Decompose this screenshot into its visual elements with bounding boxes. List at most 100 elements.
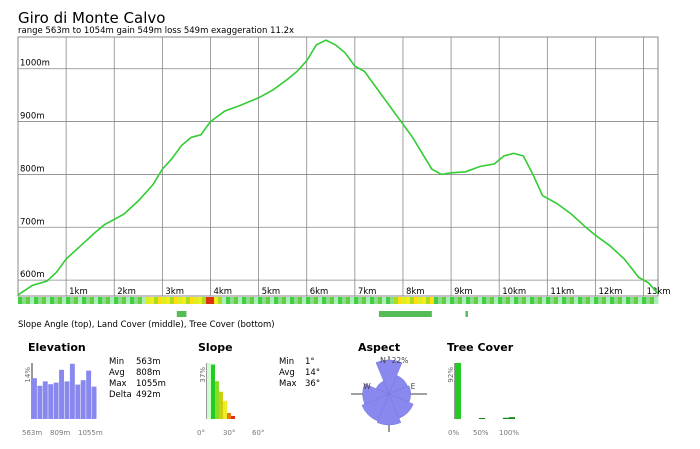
slope-avg-value: 14° <box>305 368 321 378</box>
slope-strip-cell <box>390 297 395 304</box>
summary-histograms: 14% 563m 809m 1055m 37% 0° 30° 60° N 22% W E 92% 0… <box>22 356 519 437</box>
slope-strip-cell <box>34 297 39 304</box>
slope-strip-cell <box>26 297 31 304</box>
slope-strip-cell <box>602 297 607 304</box>
x-tick-label: 13km <box>647 287 671 297</box>
slope-strip-cell <box>458 297 463 304</box>
slope-strip-cell <box>378 297 383 304</box>
slope-strip-cell <box>438 297 443 304</box>
slope-strip-cell <box>126 297 131 304</box>
slope-strip-cell <box>410 297 415 304</box>
aspect-w-label: W <box>363 382 371 391</box>
elev-min-label: Min <box>109 357 125 367</box>
slope-strip-cell <box>614 297 619 304</box>
slope-strip-cell <box>342 297 347 304</box>
slope-strip-cell <box>226 297 231 304</box>
slope-strip-cell <box>98 297 103 304</box>
aspect-sector <box>376 393 402 426</box>
slope-strip-cell <box>358 297 363 304</box>
slope-strip-cell <box>206 297 211 304</box>
slope-hist-bar <box>219 391 223 419</box>
slope-strip-cell <box>302 297 307 304</box>
elev-min-value: 563m <box>136 357 161 367</box>
strip-legend: Slope Angle (top), Land Cover (middle), … <box>18 320 275 330</box>
slope-strip-cell <box>654 297 659 304</box>
x-tick-label: 11km <box>550 287 574 297</box>
plot-frame <box>17 36 659 297</box>
aspect-e-label: E <box>411 382 416 391</box>
slope-strip-cell <box>58 297 63 304</box>
slope-strip-cell <box>322 297 327 304</box>
slope-strip-cell <box>462 297 467 304</box>
slope-strip-cell <box>50 297 55 304</box>
elevation-hist-bar <box>75 384 81 419</box>
slope-strip-cell <box>234 297 239 304</box>
slope-strip-cell <box>90 297 95 304</box>
slope-strip-cell <box>242 297 247 304</box>
slope-strip-cell <box>598 297 603 304</box>
elevation-hist-bar <box>69 363 75 419</box>
slope-strip-cell <box>530 297 535 304</box>
slope-strip-cell <box>154 297 159 304</box>
slope-strip-cell <box>606 297 611 304</box>
x-tick-label: 7km <box>358 287 377 297</box>
x-tick-label: 1km <box>69 287 88 297</box>
slope-strip-cell <box>198 297 203 304</box>
slope-strip-cell <box>170 297 175 304</box>
slope-strip-cell <box>466 297 471 304</box>
slope-strip-cell <box>562 297 567 304</box>
slope-strip-cell <box>474 297 479 304</box>
slope-strip-cell <box>78 297 83 304</box>
elevation-profile-chart: 600m 700m 800m 900m 1000m 1km 2km 3km 4km 5km 6km… <box>17 36 671 317</box>
elevation-line <box>17 39 659 296</box>
slope-hist-bar <box>215 381 219 419</box>
slope-strip-cell <box>266 297 271 304</box>
elevation-hist-bar <box>91 386 97 419</box>
aspect-panel-title: Aspect <box>358 341 401 354</box>
slope-strip-cell <box>570 297 575 304</box>
slope-strip-cell <box>178 297 183 304</box>
slope-strip-cell <box>622 297 627 304</box>
slope-strip-cell <box>374 297 379 304</box>
tree-hist-bar <box>509 417 515 419</box>
slope-strip-cell <box>330 297 335 304</box>
slope-strip-cell <box>122 297 127 304</box>
x-tick-label: 10km <box>502 287 526 297</box>
slope-strip-cell <box>558 297 563 304</box>
slope-strip-cell <box>314 297 319 304</box>
slope-strip-cell <box>238 297 243 304</box>
slope-hist-bar <box>231 415 235 419</box>
slope-hist-bar <box>207 363 211 419</box>
y-tick-label: 900m <box>20 112 45 122</box>
slope-strip-cell <box>46 297 51 304</box>
slope-strip-cell <box>354 297 359 304</box>
slope-strip-cell <box>482 297 487 304</box>
slope-strip-cell <box>30 297 35 304</box>
slope-strip-cell <box>310 297 315 304</box>
slope-strip-cell <box>554 297 559 304</box>
slope-strip-cell <box>130 297 135 304</box>
slope-strip-cell <box>218 297 223 304</box>
slope-strip-cell <box>278 297 283 304</box>
slope-strip-cell <box>634 297 639 304</box>
slope-strip-cell <box>258 297 263 304</box>
slope-strip-cell <box>470 297 475 304</box>
slope-strip-cell <box>550 297 555 304</box>
slope-strip-cell <box>406 297 411 304</box>
slope-strip-cell <box>214 297 219 304</box>
slope-strip-cell <box>434 297 439 304</box>
slope-strip-cell <box>454 297 459 304</box>
slope-strip-cell <box>514 297 519 304</box>
elevation-hist-bar <box>86 370 92 419</box>
elevation-hist-bar <box>32 378 37 419</box>
slope-strip-cell <box>334 297 339 304</box>
x-tick-label: 2km <box>117 287 136 297</box>
slope-strip-cell <box>618 297 623 304</box>
slope-histogram: 37% 0° 30° 60° <box>197 363 264 437</box>
slope-strip-cell <box>270 297 275 304</box>
slope-strip-cell <box>382 297 387 304</box>
slope-strip-cell <box>646 297 651 304</box>
slope-strip-cell <box>22 297 27 304</box>
slope-strip-cell <box>138 297 143 304</box>
elevation-hist-max-label: 14% <box>24 367 32 383</box>
